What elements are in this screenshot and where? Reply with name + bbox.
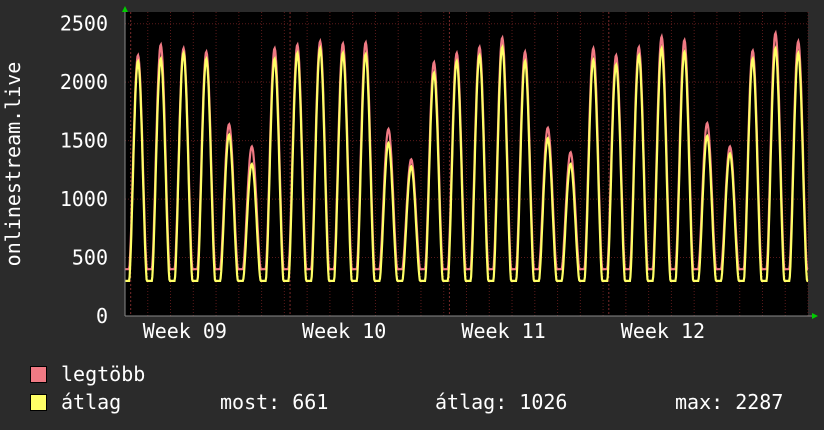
series-line-avg bbox=[125, 43, 809, 282]
x-tick-label: Week 10 bbox=[302, 319, 386, 343]
x-tick-label: Week 12 bbox=[621, 319, 705, 343]
y-axis-title: onlinestream.live bbox=[1, 62, 25, 267]
series-line-max bbox=[125, 29, 809, 271]
y-tick-label: 2500 bbox=[60, 12, 108, 36]
x-tick-label: Week 09 bbox=[143, 319, 227, 343]
x-axis-arrow bbox=[812, 313, 818, 319]
y-tick-label: 1000 bbox=[60, 187, 108, 211]
y-axis-arrow bbox=[122, 6, 128, 12]
y-tick-label: 2000 bbox=[60, 70, 108, 94]
x-tick-label: Week 11 bbox=[461, 319, 545, 343]
y-tick-label: 500 bbox=[72, 246, 108, 270]
plot-area bbox=[125, 12, 808, 316]
y-tick-label: 1500 bbox=[60, 129, 108, 153]
y-tick-label: 0 bbox=[96, 304, 108, 328]
